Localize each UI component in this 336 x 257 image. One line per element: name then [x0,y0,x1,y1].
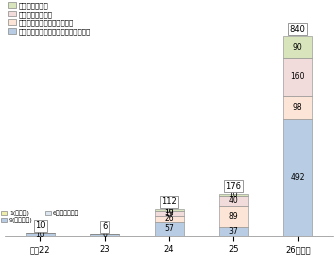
Text: 98: 98 [293,103,303,112]
Text: 6: 6 [102,222,107,231]
Text: 10: 10 [228,190,238,199]
Text: 6: 6 [102,230,107,239]
Bar [219,227,248,235]
Bar [283,36,312,58]
Text: 112: 112 [161,197,177,206]
Text: 176: 176 [225,182,242,191]
Text: 840: 840 [290,25,306,34]
Bar [155,211,183,216]
Text: 160: 160 [291,72,305,81]
Bar [155,209,183,211]
Text: 40: 40 [228,196,238,205]
Bar [219,206,248,227]
Text: 37: 37 [228,227,238,236]
Bar [283,58,312,96]
Bar [155,222,183,235]
Bar [219,196,248,206]
Bar [283,96,312,119]
Text: 89: 89 [228,212,238,221]
Bar [90,234,119,235]
Bar [155,216,183,222]
Text: 19: 19 [164,209,174,218]
Text: 90: 90 [293,43,303,52]
Text: 10: 10 [35,221,45,230]
Bar [219,194,248,196]
Bar [26,233,55,235]
Text: 10: 10 [36,230,45,239]
Text: 57: 57 [164,224,174,233]
Text: 10: 10 [164,206,174,215]
Text: 492: 492 [291,173,305,182]
Text: 26: 26 [164,214,174,223]
Legend: 1(麻向法), 9(指定薬物), 6（指定薬物）: 1(麻向法), 9(指定薬物), 6（指定薬物） [1,211,79,223]
Bar [283,119,312,235]
